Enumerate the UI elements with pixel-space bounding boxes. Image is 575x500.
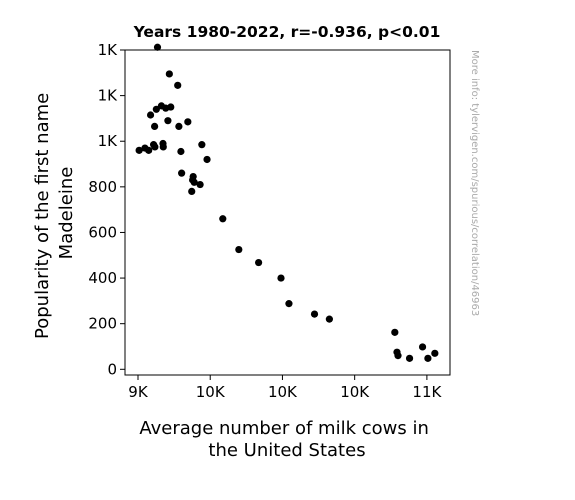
y-tick-label: 1K [98, 132, 119, 150]
data-point [145, 146, 153, 154]
x-tick-label: 10K [196, 383, 226, 401]
data-point [235, 245, 243, 254]
data-point [151, 122, 159, 131]
y-tick-label: 800 [88, 178, 117, 196]
data-point [146, 111, 155, 119]
data-points [135, 43, 439, 362]
watermark-text: More info: tylervigen.com/spurious/corre… [469, 50, 480, 316]
y-tick-label: 600 [88, 223, 117, 241]
chart-title: Years 1980-2022, r=-0.936, p<0.01 [133, 23, 441, 41]
x-tick-label: 10K [340, 383, 370, 401]
data-point [219, 215, 227, 223]
y-tick-label: 1K [98, 41, 119, 59]
x-tick-label: 9K [128, 383, 149, 401]
x-tick-label: 10K [268, 383, 298, 401]
x-axis-label-line-2: the United States [208, 440, 365, 461]
data-point [177, 147, 185, 156]
data-point [153, 43, 162, 51]
data-point [325, 315, 333, 323]
y-axis-label-line-2: Madeleine [56, 167, 77, 260]
data-point [159, 143, 167, 151]
y-tick-label: 200 [88, 315, 117, 333]
data-point [189, 172, 197, 181]
y-axis-label: Popularity of the first name Madeleine [32, 87, 77, 339]
data-point [203, 155, 211, 164]
data-point [405, 354, 414, 362]
data-point [184, 118, 192, 126]
y-axis: 0 200 400 600 800 1K 1K 1K [88, 41, 125, 378]
data-point [135, 146, 143, 154]
data-point [151, 143, 159, 151]
data-point [255, 258, 263, 267]
data-point [424, 354, 432, 362]
data-point [277, 274, 285, 282]
y-tick-label: 0 [107, 360, 117, 378]
y-tick-label: 1K [98, 87, 119, 105]
x-tick-label: 11K [412, 383, 442, 401]
data-point [285, 300, 293, 308]
data-point [198, 141, 206, 149]
data-point [394, 352, 402, 360]
data-point [418, 343, 427, 351]
x-axis-label: Average number of milk cows in the Unite… [139, 418, 434, 461]
data-point [178, 169, 186, 177]
data-point [152, 105, 160, 113]
plot-frame [124, 49, 451, 376]
data-point [174, 81, 182, 89]
y-tick-label: 400 [88, 269, 117, 287]
data-point [188, 187, 196, 196]
data-point [310, 310, 319, 318]
data-point [175, 122, 183, 131]
data-point [165, 70, 173, 78]
x-axis: 9K 10K 10K 10K 11K [128, 375, 443, 401]
data-point [190, 178, 198, 186]
x-axis-label-line-1: Average number of milk cows in [139, 418, 429, 439]
data-point [196, 180, 204, 189]
data-point [164, 117, 172, 125]
data-point [391, 328, 399, 336]
data-point [167, 103, 175, 111]
y-axis-label-line-1: Popularity of the first name [32, 93, 53, 339]
data-point [431, 349, 439, 357]
